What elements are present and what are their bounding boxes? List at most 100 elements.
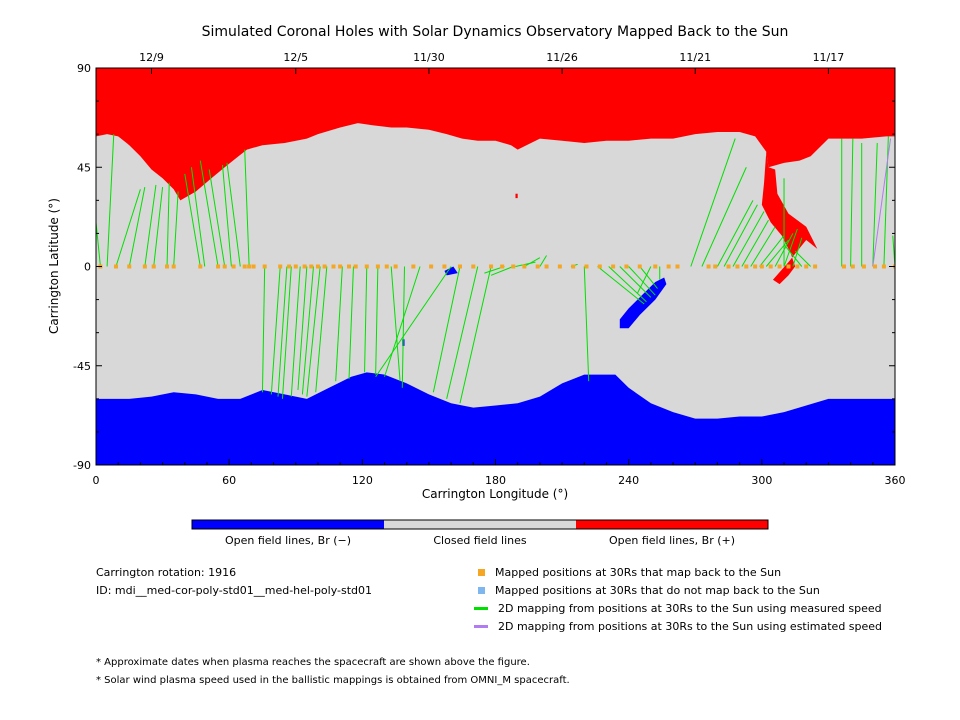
- mapped-point: [442, 264, 447, 269]
- small-blue-patch: [444, 266, 458, 276]
- mapped-point: [151, 264, 156, 269]
- measured-mapping-line: [166, 182, 170, 267]
- plot-area: [96, 68, 895, 465]
- measured-mapping-line: [315, 266, 328, 393]
- colorbar: [191, 519, 769, 530]
- mapped-point: [675, 264, 680, 269]
- x-tick-label: 60: [222, 474, 236, 487]
- mapped-point: [216, 264, 221, 269]
- mapped-point: [364, 264, 369, 269]
- mapped-point: [302, 264, 307, 269]
- measured-mapping-line: [701, 167, 747, 267]
- mapped-point: [231, 264, 236, 269]
- measured-mapping-line: [759, 235, 785, 267]
- mapped-point: [624, 264, 629, 269]
- measured-mapping-line: [261, 266, 266, 393]
- mapped-point: [353, 264, 358, 269]
- measured-mapping-line: [717, 200, 754, 267]
- measured-mapping-line: [96, 222, 101, 267]
- mapped-point: [511, 264, 516, 269]
- measured-mapping-line: [184, 173, 201, 267]
- legend-estimated-label: 2D mapping from positions at 30Rs to the…: [498, 620, 883, 633]
- mapped-point: [315, 264, 320, 269]
- mapped-point: [795, 264, 800, 269]
- measured-mapping-line: [222, 165, 232, 267]
- colorbar-open-positive: [576, 520, 768, 529]
- measured-mapping-line: [281, 266, 292, 399]
- mapped-point: [411, 264, 416, 269]
- mapped-point: [198, 264, 203, 269]
- measured-mapping-line: [515, 261, 536, 267]
- mapped-point: [489, 264, 494, 269]
- mapped-point: [759, 264, 764, 269]
- legend-measured: 2D mapping from positions at 30Rs to the…: [474, 602, 882, 615]
- measured-mapping-line: [290, 266, 301, 397]
- measured-mapping-line: [432, 266, 461, 393]
- mapped-point: [251, 264, 256, 269]
- measured-mapping-line: [628, 266, 656, 296]
- legend-mapped: Mapped positions at 30Rs that map back t…: [478, 566, 781, 579]
- mapped-point: [384, 264, 389, 269]
- measured-mapping-line: [639, 266, 658, 289]
- colorbar-label-negative: Open field lines, Br (−): [224, 534, 352, 547]
- measured-mapping-line: [637, 266, 652, 294]
- date-tick-label: 12/5: [283, 51, 308, 64]
- south-coronal-hole: [96, 372, 895, 465]
- mapped-point: [522, 264, 527, 269]
- measured-mapping-line: [608, 266, 647, 303]
- mapped-point: [262, 264, 267, 269]
- y-tick-label: 90: [77, 62, 91, 75]
- legend-not-mapped: Mapped positions at 30Rs that do not map…: [478, 584, 820, 597]
- y-tick-label: 0: [84, 261, 91, 274]
- mapped-point: [393, 264, 398, 269]
- mapped-point: [735, 264, 740, 269]
- y-tick-label: -90: [73, 459, 91, 472]
- measured-mapping-line: [173, 191, 179, 267]
- note-dates: * Approximate dates when plasma reaches …: [96, 657, 530, 668]
- mapped-points: [98, 264, 895, 269]
- date-tick-label: 12/9: [139, 51, 164, 64]
- measured-mapping-line: [690, 138, 736, 267]
- measured-mapping-line: [794, 250, 812, 267]
- x-tick-label: 0: [93, 474, 100, 487]
- measured-mapping-line: [106, 134, 115, 267]
- measured-mapping-line: [446, 266, 479, 399]
- measured-mapping-line: [153, 187, 164, 267]
- measured-mapping-line: [783, 228, 798, 267]
- measured-mapping-line: [270, 266, 281, 395]
- measured-mapping-line: [539, 255, 547, 267]
- measured-mapping-line: [401, 266, 406, 388]
- measured-mapping-line: [375, 266, 452, 378]
- mapped-point: [666, 264, 671, 269]
- mapped-point: [637, 264, 642, 269]
- mapped-point: [544, 264, 549, 269]
- mapped-point: [881, 264, 886, 269]
- mapped-point: [813, 264, 818, 269]
- not-mapped-point-swatch: [478, 587, 485, 594]
- mapped-point: [165, 264, 170, 269]
- mapped-point: [375, 264, 380, 269]
- mapped-point: [457, 264, 462, 269]
- mapped-point: [309, 264, 314, 269]
- mapped-point: [247, 264, 252, 269]
- x-axis-label: Carrington Longitude (°): [422, 487, 568, 501]
- measured-mapping-line: [226, 162, 241, 267]
- colorbar-open-negative: [192, 520, 384, 529]
- mapped-point: [861, 264, 866, 269]
- colorbar-label-positive: Open field lines, Br (+): [608, 534, 736, 547]
- measured-mapping-line: [619, 266, 652, 298]
- measured-mapping-line: [244, 149, 250, 267]
- mapped-point: [242, 264, 247, 269]
- mapped-point: [113, 264, 118, 269]
- mapped-point: [597, 264, 602, 269]
- measured-mapping-line: [190, 167, 206, 267]
- measured-mapping-line: [723, 204, 758, 267]
- north-coronal-hole-extension: [761, 151, 818, 285]
- mapped-point: [611, 264, 616, 269]
- note-speed: * Solar wind plasma speed used in the ba…: [96, 675, 570, 686]
- measured-mapping-line: [128, 187, 146, 267]
- x-tick-label: 120: [352, 474, 373, 487]
- colorbar-label-closed: Closed field lines: [433, 534, 527, 547]
- measured-mapping-line: [115, 189, 141, 267]
- colorbar-frame: [191, 519, 769, 530]
